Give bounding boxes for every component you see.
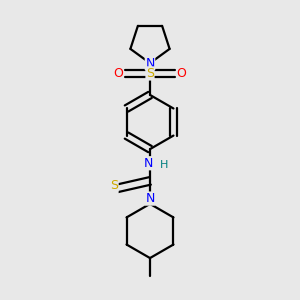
- Text: S: S: [146, 67, 154, 80]
- Text: N: N: [145, 57, 155, 70]
- Text: S: S: [110, 179, 118, 192]
- Text: N: N: [145, 192, 155, 205]
- Text: O: O: [177, 67, 186, 80]
- Text: O: O: [114, 67, 123, 80]
- Text: H: H: [160, 160, 168, 170]
- Text: N: N: [144, 157, 153, 170]
